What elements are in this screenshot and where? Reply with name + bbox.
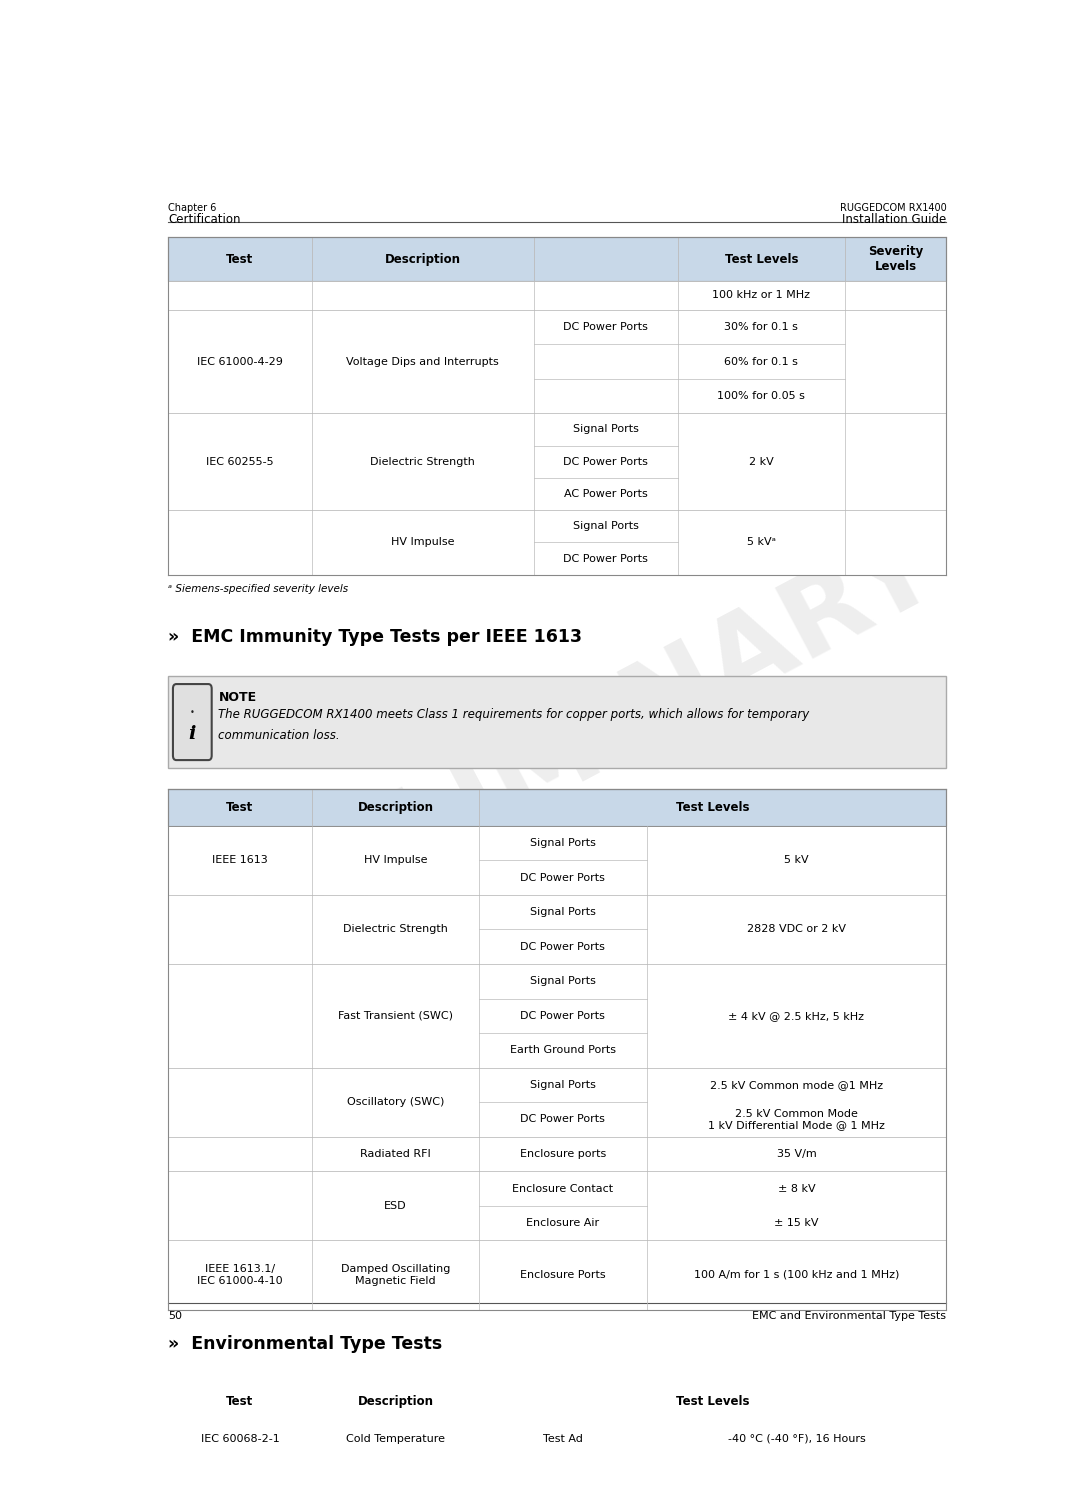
Text: Earth Ground Ports: Earth Ground Ports <box>510 1046 616 1055</box>
Text: 2.5 kV Common mode @1 MHz: 2.5 kV Common mode @1 MHz <box>710 1080 883 1091</box>
Bar <box>167 1068 947 1137</box>
Text: ± 15 kV: ± 15 kV <box>774 1218 819 1228</box>
Text: DC Power Ports: DC Power Ports <box>563 554 648 564</box>
Text: ± 8 kV: ± 8 kV <box>777 1183 815 1194</box>
Text: Enclosure Air: Enclosure Air <box>526 1218 600 1228</box>
Text: Signal Ports: Signal Ports <box>530 838 596 848</box>
Bar <box>167 1384 947 1420</box>
Text: Signal Ports: Signal Ports <box>573 521 639 531</box>
Text: IEC 60068-2-1: IEC 60068-2-1 <box>200 1433 279 1444</box>
Text: Signal Ports: Signal Ports <box>530 907 596 917</box>
Text: ± 4 kV @ 2.5 kHz, 5 kHz: ± 4 kV @ 2.5 kHz, 5 kHz <box>728 1011 864 1020</box>
Text: Voltage Dips and Interrupts: Voltage Dips and Interrupts <box>347 356 499 367</box>
Bar <box>167 1240 947 1309</box>
Text: communication loss.: communication loss. <box>218 729 340 742</box>
Text: •: • <box>190 709 195 718</box>
Text: EMC and Environmental Type Tests: EMC and Environmental Type Tests <box>752 1310 947 1321</box>
Text: Severity
Levels: Severity Levels <box>869 245 923 272</box>
Bar <box>167 281 947 310</box>
Text: Description: Description <box>358 800 434 814</box>
Text: i: i <box>189 724 196 742</box>
Text: Test Levels: Test Levels <box>676 1396 750 1408</box>
Text: Signal Ports: Signal Ports <box>573 425 639 434</box>
Text: DC Power Ports: DC Power Ports <box>563 322 648 332</box>
Text: DC Power Ports: DC Power Ports <box>521 1115 605 1125</box>
Text: Dielectric Strength: Dielectric Strength <box>343 925 448 935</box>
Text: 2 kV: 2 kV <box>749 456 774 467</box>
Text: Chapter 6: Chapter 6 <box>167 202 216 212</box>
Text: Dielectric Strength: Dielectric Strength <box>371 456 475 467</box>
Bar <box>167 1137 947 1171</box>
Text: -40 °C (-40 °F), 16 Hours: -40 °C (-40 °F), 16 Hours <box>727 1433 865 1444</box>
Text: 5 kVᵃ: 5 kVᵃ <box>747 537 776 548</box>
Bar <box>167 788 947 826</box>
Text: Enclosure Ports: Enclosure Ports <box>520 1270 605 1281</box>
Text: IEEE 1613: IEEE 1613 <box>212 856 267 865</box>
Bar <box>167 1171 947 1240</box>
Text: HV Impulse: HV Impulse <box>364 856 427 865</box>
Text: PRELIMINARY: PRELIMINARY <box>159 510 955 1001</box>
Text: Enclosure Contact: Enclosure Contact <box>512 1183 613 1194</box>
Text: RUGGEDCOM RX1400: RUGGEDCOM RX1400 <box>839 202 947 212</box>
Text: 100% for 0.05 s: 100% for 0.05 s <box>717 390 805 401</box>
Bar <box>167 826 947 895</box>
Text: Description: Description <box>358 1396 434 1408</box>
Text: Test: Test <box>226 800 253 814</box>
Text: Certification: Certification <box>167 212 240 226</box>
Text: »  Environmental Type Tests: » Environmental Type Tests <box>167 1334 442 1352</box>
Bar <box>167 895 947 963</box>
Bar <box>167 676 947 767</box>
Text: Radiated RFI: Radiated RFI <box>360 1149 430 1159</box>
Text: IEC 61000-4-29: IEC 61000-4-29 <box>197 356 283 367</box>
FancyBboxPatch shape <box>173 684 212 760</box>
Text: Test Levels: Test Levels <box>676 800 750 814</box>
Text: DC Power Ports: DC Power Ports <box>521 872 605 883</box>
Text: HV Impulse: HV Impulse <box>391 537 454 548</box>
Text: Test Levels: Test Levels <box>725 253 798 265</box>
Bar <box>167 510 947 574</box>
Text: 2828 VDC or 2 kV: 2828 VDC or 2 kV <box>747 925 846 935</box>
Text: ESD: ESD <box>385 1201 407 1210</box>
Text: Damped Oscillating
Magnetic Field: Damped Oscillating Magnetic Field <box>341 1264 450 1285</box>
Text: Test: Test <box>226 253 253 265</box>
Text: DC Power Ports: DC Power Ports <box>521 941 605 951</box>
Bar <box>167 963 947 1068</box>
Text: DC Power Ports: DC Power Ports <box>563 456 648 467</box>
Bar <box>167 238 947 281</box>
Text: »  EMC Immunity Type Tests per IEEE 1613: » EMC Immunity Type Tests per IEEE 1613 <box>167 628 582 646</box>
Bar <box>167 1420 947 1457</box>
Text: IEEE 1613.1/
IEC 61000-4-10: IEEE 1613.1/ IEC 61000-4-10 <box>197 1264 283 1285</box>
Text: 35 V/m: 35 V/m <box>776 1149 816 1159</box>
Text: 5 kV: 5 kV <box>784 856 809 865</box>
Bar <box>167 310 947 413</box>
Text: Oscillatory (SWC): Oscillatory (SWC) <box>347 1097 445 1107</box>
Text: 100 A/m for 1 s (100 kHz and 1 MHz): 100 A/m for 1 s (100 kHz and 1 MHz) <box>694 1270 899 1281</box>
Text: Cold Temperature: Cold Temperature <box>346 1433 445 1444</box>
Text: AC Power Ports: AC Power Ports <box>564 489 648 500</box>
Text: NOTE: NOTE <box>218 691 257 705</box>
Bar <box>167 413 947 510</box>
Text: Description: Description <box>385 253 461 265</box>
Text: Test: Test <box>226 1396 253 1408</box>
Text: Fast Transient (SWC): Fast Transient (SWC) <box>338 1011 453 1020</box>
Text: 2.5 kV Common Mode
1 kV Differential Mode @ 1 MHz: 2.5 kV Common Mode 1 kV Differential Mod… <box>708 1109 885 1131</box>
Text: The RUGGEDCOM RX1400 meets Class 1 requirements for copper ports, which allows f: The RUGGEDCOM RX1400 meets Class 1 requi… <box>218 708 810 721</box>
Text: IEC 60255-5: IEC 60255-5 <box>207 456 274 467</box>
Text: Signal Ports: Signal Ports <box>530 1080 596 1091</box>
Text: DC Power Ports: DC Power Ports <box>521 1011 605 1020</box>
Text: ᵃ Siemens-specified severity levels: ᵃ Siemens-specified severity levels <box>167 583 348 594</box>
Text: Installation Guide: Installation Guide <box>842 212 947 226</box>
Text: 60% for 0.1 s: 60% for 0.1 s <box>724 356 798 367</box>
Text: 50: 50 <box>167 1310 182 1321</box>
Text: Test Ad: Test Ad <box>544 1433 583 1444</box>
Text: 30% for 0.1 s: 30% for 0.1 s <box>724 322 798 332</box>
Text: 100 kHz or 1 MHz: 100 kHz or 1 MHz <box>712 290 811 301</box>
Text: Signal Ports: Signal Ports <box>530 977 596 986</box>
Text: Enclosure ports: Enclosure ports <box>520 1149 607 1159</box>
